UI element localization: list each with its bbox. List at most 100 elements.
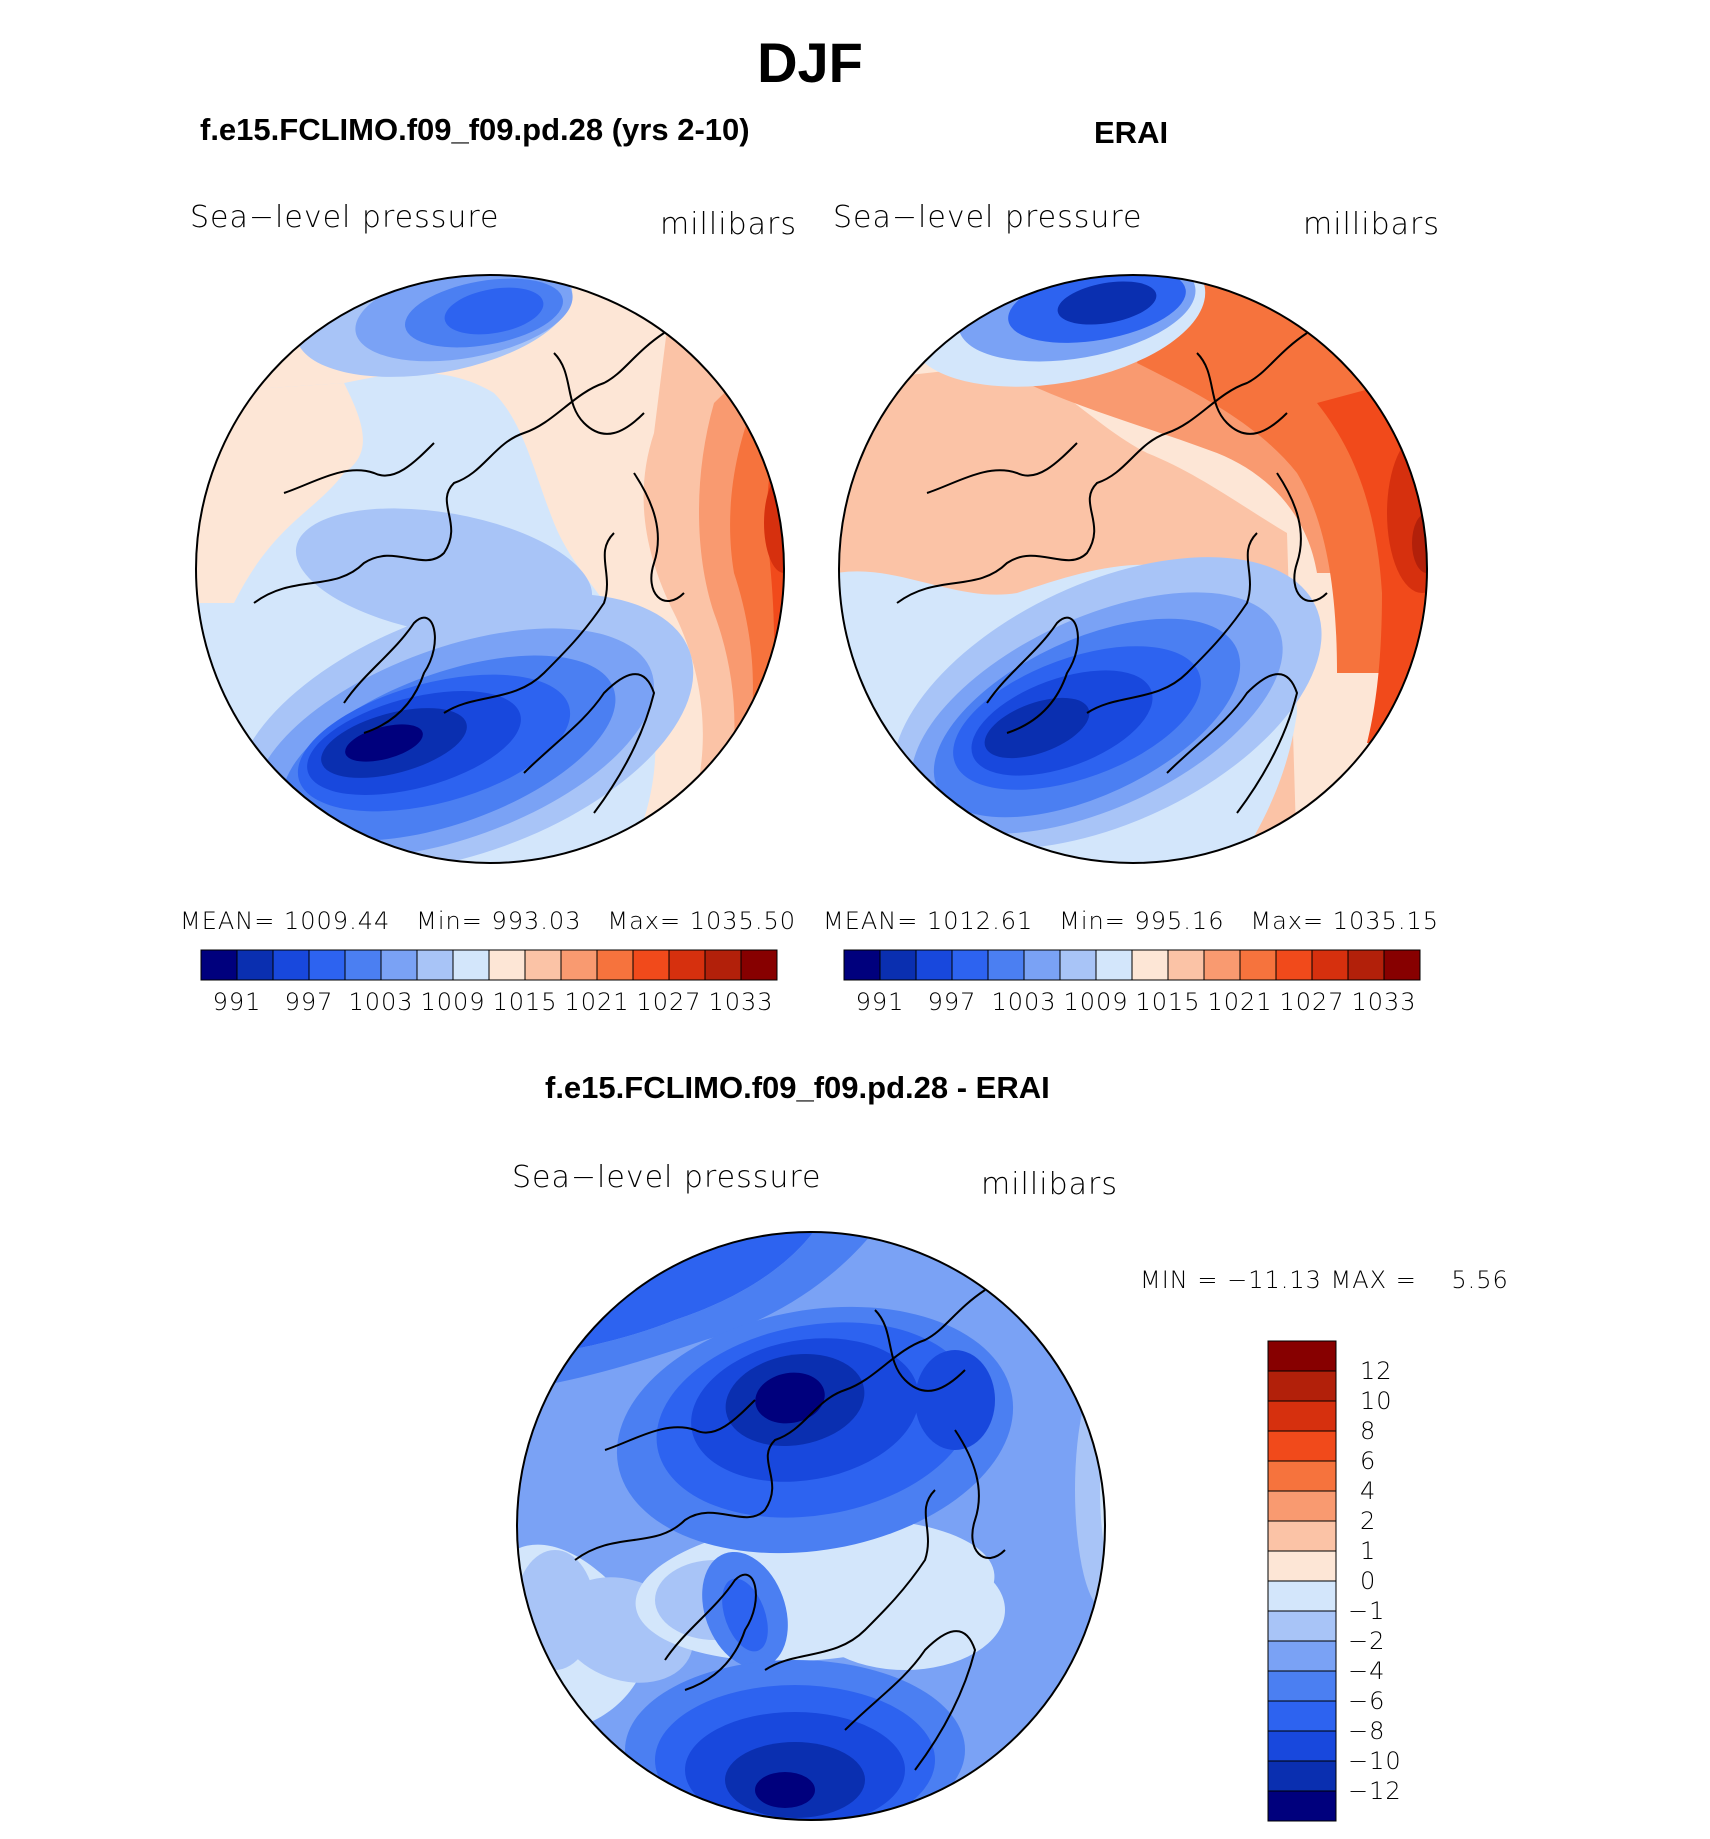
colorbar-swatch: [1267, 1490, 1337, 1522]
panel-title-model: f.e15.FCLIMO.f09_f09.pd.28 (yrs 2-10): [200, 112, 750, 147]
coastline: [844, 1630, 977, 1771]
colorbar-tick-label: 1015: [492, 988, 558, 1016]
colorbar-tick-label: 1021: [1207, 988, 1273, 1016]
colorbar-swatch: [596, 949, 634, 981]
contour-region: [764, 473, 784, 573]
coastline: [633, 472, 685, 603]
units-label-obs: millibars: [1303, 207, 1440, 242]
colorbar-tick-label: 1: [1360, 1537, 1377, 1565]
colorbar-swatch: [1267, 1430, 1337, 1462]
colorbar-swatch: [560, 949, 598, 981]
contour-region: [984, 697, 1090, 759]
colorbar-swatch: [1275, 949, 1313, 981]
colorbar-swatch: [1267, 1520, 1337, 1552]
contour-region: [1412, 513, 1427, 573]
units-label-diff: millibars: [981, 1167, 1118, 1202]
colorbar-swatch: [1267, 1730, 1337, 1762]
map-boundary: [195, 274, 785, 864]
min-label: Min=: [416, 907, 483, 935]
colorbar-swatch: [1267, 1340, 1337, 1372]
colorbar-tick-label: −2: [1348, 1627, 1386, 1655]
coastline: [664, 1573, 757, 1691]
mean-value: 1009.44: [284, 907, 391, 935]
colorbar-swatch: [632, 949, 670, 981]
colorbar-swatch: [380, 949, 418, 981]
colorbar-swatch: [668, 949, 706, 981]
contour-region: [1057, 281, 1157, 325]
colorbar-tick-label: 1003: [991, 988, 1057, 1016]
coastline: [1276, 472, 1328, 603]
colorbar-swatch: [915, 949, 953, 981]
coastline: [443, 532, 615, 714]
contour-region: [755, 1772, 815, 1808]
colorbar-diff: [1267, 1340, 1337, 1822]
colorbar-model: [200, 949, 778, 981]
polar-map-diff: [516, 1231, 1106, 1821]
colorbar-swatch: [1347, 949, 1385, 981]
colorbar-tick-label: 6: [1360, 1447, 1377, 1475]
colorbar-tick-label: 0: [1360, 1567, 1377, 1595]
colorbar-swatch: [1267, 1460, 1337, 1492]
max-value: 1035.15: [1332, 907, 1439, 935]
colorbar-swatch: [843, 949, 881, 981]
colorbar-swatch: [1095, 949, 1133, 981]
colorbar-ticks-diff: 12 10 8 6 4 2 1 0 −1 −2 −4 −6 −8 −10 −12: [1348, 1341, 1428, 1821]
colorbar-tick-label: −12: [1348, 1777, 1402, 1805]
contour-field: [839, 275, 1427, 863]
min-label: Min=: [1059, 907, 1126, 935]
colorbar-swatch: [1167, 949, 1205, 981]
colorbar-swatch: [1023, 949, 1061, 981]
mean-label: MEAN=: [823, 907, 919, 935]
colorbar-swatch: [488, 949, 526, 981]
stats-obs: MEAN= 1012.61 Min= 995.16 Max= 1035.15: [823, 907, 1439, 935]
coastline: [1166, 673, 1299, 814]
coastline: [574, 1289, 986, 1561]
colorbar-swatch: [1267, 1790, 1337, 1822]
coastline: [253, 332, 665, 604]
map-boundary: [516, 1231, 1106, 1821]
min-value: 993.03: [491, 907, 582, 935]
colorbar-swatch: [1311, 949, 1349, 981]
max-label: Max=: [607, 907, 682, 935]
colorbar-tick-label: 1021: [564, 988, 630, 1016]
colorbar-swatch: [236, 949, 274, 981]
coastline: [986, 616, 1079, 734]
colorbar-tick-label: 1009: [420, 988, 486, 1016]
colorbar-swatch: [272, 949, 310, 981]
mean-label: MEAN=: [180, 907, 276, 935]
coastline: [604, 1399, 756, 1451]
coastline: [523, 673, 656, 814]
colorbar-tick-label: 991: [212, 988, 262, 1016]
contour-region: [517, 1550, 595, 1670]
colorbar-tick-label: 1027: [636, 988, 702, 1016]
colorbar-swatch: [308, 949, 346, 981]
colorbar-swatch: [879, 949, 917, 981]
colorbar-swatch: [416, 949, 454, 981]
colorbar-tick-label: 1027: [1279, 988, 1345, 1016]
colorbar-swatch: [200, 949, 238, 981]
colorbar-tick-label: 1015: [1135, 988, 1201, 1016]
variable-label-model: Sea−level pressure: [190, 200, 500, 235]
variable-label-diff: Sea−level pressure: [512, 1160, 822, 1195]
panel-title-obs: ERAI: [1094, 115, 1169, 150]
colorbar-tick-label: 10: [1360, 1387, 1393, 1415]
colorbar-tick-label: 12: [1360, 1357, 1393, 1385]
coastline: [553, 352, 645, 435]
colorbar-tick-label: 4: [1360, 1477, 1377, 1505]
colorbar-swatch: [1267, 1370, 1337, 1402]
colorbar-swatch: [1059, 949, 1097, 981]
coastline: [954, 1429, 1006, 1560]
colorbar-tick-label: 8: [1360, 1417, 1377, 1445]
page-title: DJF: [757, 31, 863, 94]
coastline: [764, 1489, 936, 1671]
max-value: 1035.50: [689, 907, 796, 935]
colorbar-ticks-obs: 991 997 1003 1009 1015 1021 1027 1033: [844, 988, 1420, 1018]
colorbar-tick-label: −10: [1348, 1747, 1402, 1775]
coastline: [343, 616, 436, 734]
contour-region: [805, 1550, 1005, 1670]
colorbar-swatch: [1267, 1700, 1337, 1732]
units-label-model: millibars: [660, 207, 797, 242]
colorbar-tick-label: 1003: [348, 988, 414, 1016]
stats-diff: MIN = −11.13 MAX = 5.56: [1140, 1266, 1509, 1294]
colorbar-swatch: [1267, 1670, 1337, 1702]
